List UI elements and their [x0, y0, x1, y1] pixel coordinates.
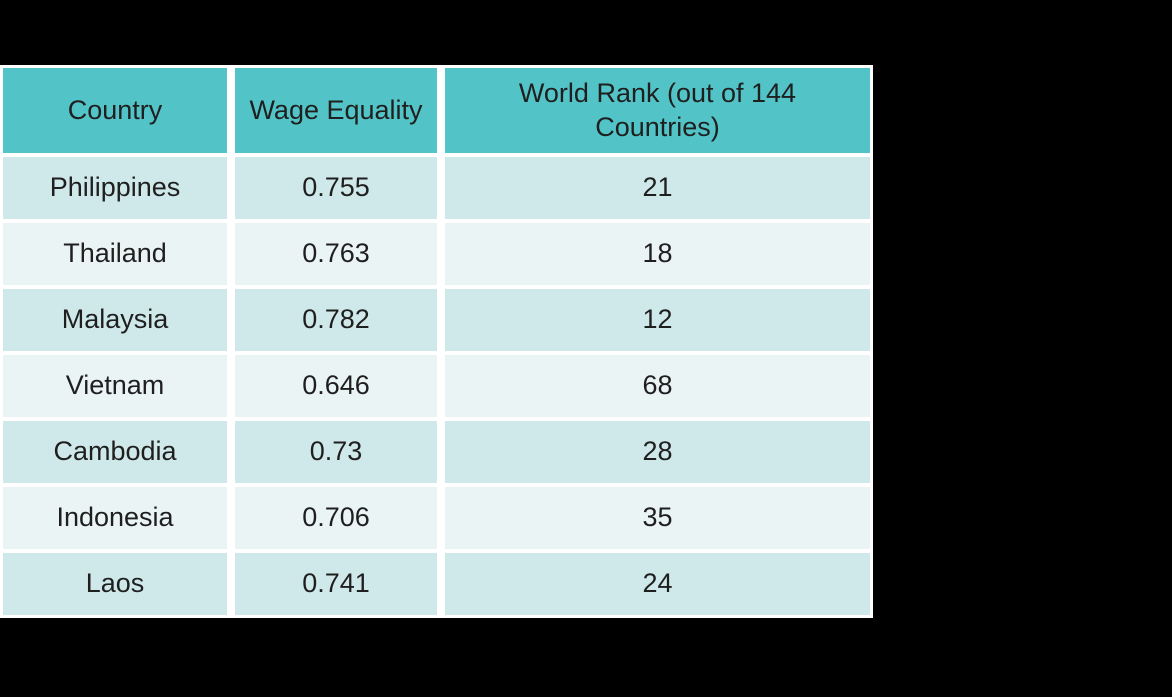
country-cell: Thailand — [3, 223, 227, 285]
wage-equality-cell: 0.646 — [235, 355, 437, 417]
world-rank-cell: 12 — [445, 289, 870, 351]
country-cell: Malaysia — [3, 289, 227, 351]
wage-equality-cell: 0.73 — [235, 421, 437, 483]
world-rank-cell: 18 — [445, 223, 870, 285]
wage-equality-table: Country Wage Equality World Rank (out of… — [0, 65, 873, 618]
world-rank-cell: 35 — [445, 487, 870, 549]
country-cell: Laos — [3, 553, 227, 615]
wage-equality-cell: 0.782 — [235, 289, 437, 351]
country-cell: Vietnam — [3, 355, 227, 417]
world-rank-header: World Rank (out of 144 Countries) — [445, 68, 870, 153]
wage-equality-header: Wage Equality — [235, 68, 437, 153]
country-cell: Philippines — [3, 157, 227, 219]
country-cell: Cambodia — [3, 421, 227, 483]
wage-equality-cell: 0.763 — [235, 223, 437, 285]
world-rank-cell: 24 — [445, 553, 870, 615]
world-rank-cell: 68 — [445, 355, 870, 417]
wage-equality-cell: 0.741 — [235, 553, 437, 615]
world-rank-cell: 21 — [445, 157, 870, 219]
wage-equality-cell: 0.706 — [235, 487, 437, 549]
country-cell: Indonesia — [3, 487, 227, 549]
world-rank-cell: 28 — [445, 421, 870, 483]
wage-equality-cell: 0.755 — [235, 157, 437, 219]
world-rank-header-label: World Rank (out of 144 Countries) — [518, 77, 797, 142]
country-header: Country — [3, 68, 227, 153]
